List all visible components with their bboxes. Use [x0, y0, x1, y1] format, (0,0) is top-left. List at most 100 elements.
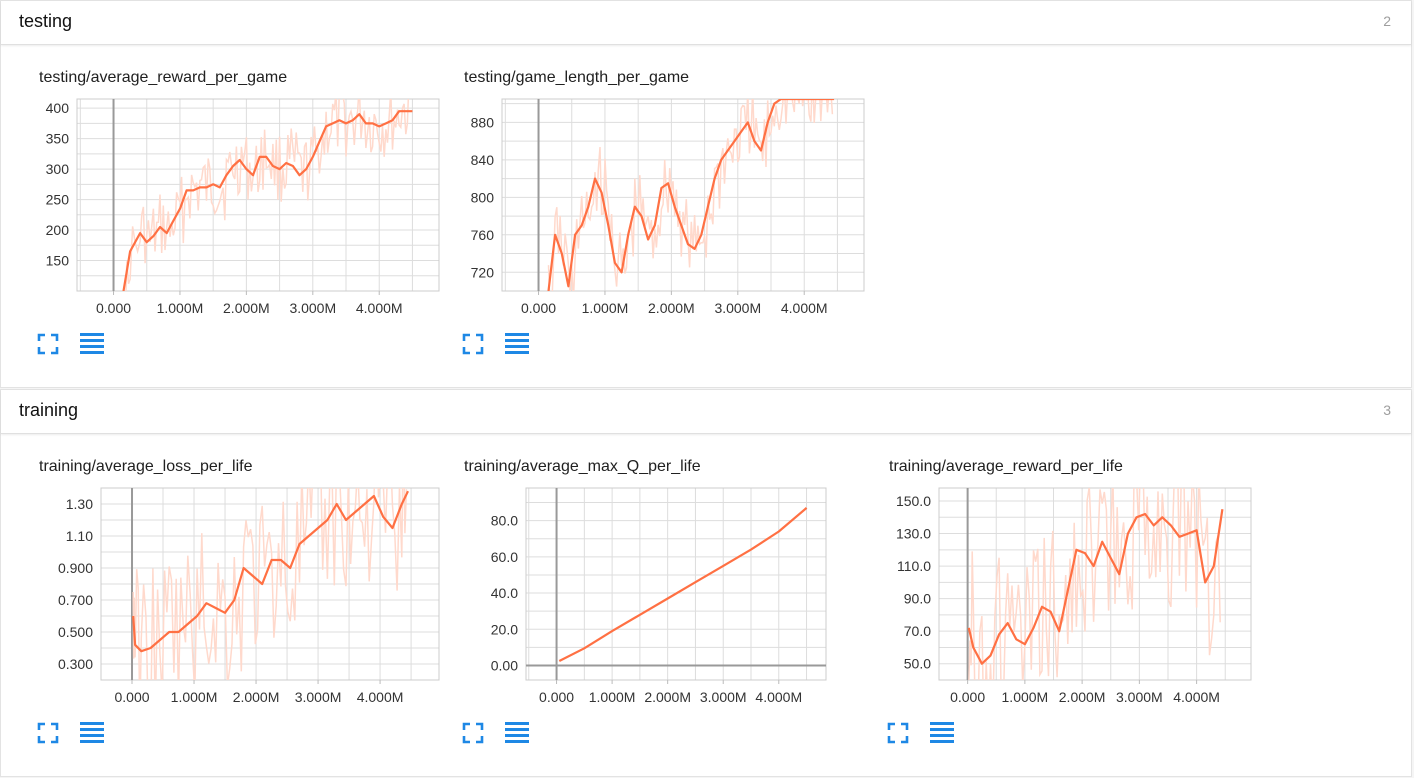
- y-tick-label: 0.900: [58, 560, 93, 576]
- y-tick-label: 880: [471, 114, 495, 130]
- x-tick-label: 4.000M: [357, 689, 404, 705]
- x-tick-label: 0.000: [521, 300, 556, 316]
- x-tick-label: 2.000M: [648, 300, 695, 316]
- chart-card-training-loss: training/average_loss_per_life 0.000 1.00…: [37, 458, 440, 778]
- x-tick-label: 3.000M: [714, 300, 761, 316]
- fullscreen-icon[interactable]: [37, 722, 59, 744]
- group-testing: testing 2 testing/average_reward_per_gam…: [0, 0, 1412, 388]
- fullscreen-icon[interactable]: [37, 333, 59, 355]
- chart-card-testing-length: testing/game_length_per_game 0.000 1.000M…: [462, 69, 865, 389]
- y-tick-label: 50.0: [904, 656, 931, 672]
- chart-title: training/average_max_Q_per_life: [464, 458, 701, 475]
- fullscreen-icon[interactable]: [462, 722, 484, 744]
- chart-svg[interactable]: 0.000 1.000M 2.000M 3.000M 4.000M 720 760 800 84…: [464, 98, 865, 329]
- y-tick-label: 0.00: [491, 658, 518, 674]
- chart-title: training/average_loss_per_life: [39, 458, 253, 475]
- grid: [526, 488, 826, 680]
- y-tick-label: 0.300: [58, 656, 93, 672]
- x-tick-label: 0.000: [96, 300, 131, 316]
- x-tick-label: 2.000M: [233, 689, 280, 705]
- x-tick-label: 2.000M: [223, 300, 270, 316]
- y-tick-label: 1.30: [66, 496, 93, 512]
- group-count: 2: [1383, 13, 1391, 29]
- x-tick-label: 0.000: [950, 689, 985, 705]
- x-tick-label: 1.000M: [589, 689, 636, 705]
- y-tick-label: 20.0: [491, 621, 518, 637]
- group-title: testing: [19, 11, 73, 31]
- raw-series-line: [132, 488, 408, 680]
- x-tick-label: 0.000: [539, 689, 574, 705]
- data-table-icon[interactable]: [79, 332, 105, 356]
- chart-title: testing/game_length_per_game: [464, 69, 690, 86]
- plot-frame: [525, 487, 827, 681]
- y-tick-label: 80.0: [491, 513, 518, 529]
- chart-card-training-maxq: training/average_max_Q_per_life 0.000 1.0…: [462, 458, 864, 778]
- grid: [502, 99, 864, 292]
- plot-frame: [76, 98, 440, 292]
- y-tick-label: 760: [471, 227, 495, 243]
- y-tick-label: 0.500: [58, 624, 93, 640]
- series-line: [558, 507, 808, 662]
- y-tick-label: 200: [46, 222, 70, 238]
- y-tick-label: 250: [46, 192, 70, 208]
- y-tick-label: 300: [46, 161, 70, 177]
- y-tick-label: 90.0: [904, 591, 931, 607]
- data-table-icon[interactable]: [504, 721, 530, 745]
- raw-series-line: [968, 488, 1221, 680]
- x-tick-label: 3.000M: [1116, 689, 1163, 705]
- x-tick-label: 0.000: [114, 689, 149, 705]
- chart-title: testing/average_reward_per_game: [39, 69, 288, 86]
- series-line: [132, 490, 409, 653]
- x-tick-label: 4.000M: [1173, 689, 1220, 705]
- x-tick-label: 2.000M: [644, 689, 691, 705]
- group-training: training 3 training/average_loss_per_lif…: [0, 389, 1412, 777]
- y-tick-label: 150: [46, 253, 70, 269]
- chart-svg[interactable]: 0.000 1.000M 2.000M 3.000M 4.000M 0.00 20.0 40.…: [464, 487, 864, 718]
- plot-frame: [100, 487, 440, 681]
- y-tick-label: 40.0: [491, 585, 518, 601]
- chart-svg[interactable]: 0.000 1.000M 2.000M 3.000M 4.000M 50.0 70.0 90.…: [889, 487, 1289, 718]
- y-tick-label: 1.10: [66, 528, 93, 544]
- y-tick-label: 150.0: [896, 493, 931, 509]
- plot-frame: [938, 487, 1252, 681]
- y-tick-label: 70.0: [904, 623, 931, 639]
- x-tick-label: 1.000M: [582, 300, 629, 316]
- data-table-icon[interactable]: [504, 332, 530, 356]
- chart-svg[interactable]: 0.000 1.000M 2.000M 3.000M 4.000M 0.300 0.500 0…: [39, 487, 440, 718]
- y-tick-label: 400: [46, 100, 70, 116]
- x-tick-label: 1.000M: [1002, 689, 1049, 705]
- y-tick-label: 60.0: [491, 549, 518, 565]
- x-tick-label: 1.000M: [171, 689, 218, 705]
- x-tick-label: 4.000M: [356, 300, 403, 316]
- y-tick-label: 0.700: [58, 592, 93, 608]
- data-table-icon[interactable]: [929, 721, 955, 745]
- chart-card-testing-reward: testing/average_reward_per_game 0.000 1.0…: [37, 69, 440, 389]
- group-title: training: [19, 400, 79, 420]
- fullscreen-icon[interactable]: [462, 333, 484, 355]
- y-tick-label: 720: [471, 264, 495, 280]
- chart-title: training/average_reward_per_life: [889, 458, 1123, 475]
- x-tick-label: 4.000M: [781, 300, 828, 316]
- series-line: [967, 509, 1224, 665]
- group-header-testing[interactable]: testing 2: [1, 1, 1411, 45]
- plot-frame: [501, 98, 865, 292]
- x-tick-label: 3.000M: [295, 689, 342, 705]
- series-line: [547, 99, 835, 291]
- group-count: 3: [1383, 402, 1391, 418]
- x-tick-label: 3.000M: [700, 689, 747, 705]
- data-table-icon[interactable]: [79, 721, 105, 745]
- y-tick-label: 110.0: [897, 558, 931, 574]
- chart-svg[interactable]: 0.000 1.000M 2.000M 3.000M 4.000M 150 200 250 30…: [39, 98, 440, 329]
- x-tick-label: 4.000M: [755, 689, 802, 705]
- group-header-training[interactable]: training 3: [1, 390, 1411, 434]
- x-tick-label: 1.000M: [157, 300, 204, 316]
- x-tick-label: 3.000M: [289, 300, 336, 316]
- y-tick-label: 350: [46, 131, 70, 147]
- chart-card-training-reward: training/average_reward_per_life 0.000 1.…: [887, 458, 1289, 778]
- y-tick-label: 800: [471, 189, 495, 205]
- raw-series-line: [125, 99, 410, 291]
- x-tick-label: 2.000M: [1059, 689, 1106, 705]
- fullscreen-icon[interactable]: [887, 722, 909, 744]
- series-line: [122, 110, 413, 291]
- y-tick-label: 840: [471, 152, 495, 168]
